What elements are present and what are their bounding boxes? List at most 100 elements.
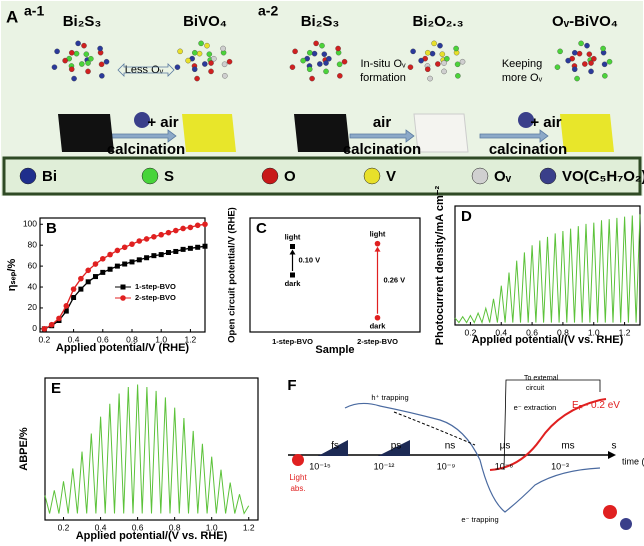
legend-label: VO(C₅H₇O₂)₂ [562,168,644,185]
fermi-main: E [572,400,579,411]
annotation: 0.26 V [384,276,406,285]
legend-label: Oᵥ [494,168,512,185]
data-point [144,255,150,261]
atom [85,68,91,75]
data-point [129,259,135,265]
x-tick-label: 1.2 [619,327,631,337]
y-tick-label: 60 [28,260,38,270]
y-tick-label: 80 [28,239,38,249]
atom [79,61,85,67]
legend-marker [120,295,126,301]
data-point [92,261,99,267]
atom [582,61,588,67]
atom [588,68,594,75]
data-point [78,275,84,282]
data-point [143,236,150,242]
data-point [78,286,84,292]
atom [588,60,594,66]
legend-label: 1-step-BVO [135,282,176,291]
atom [306,66,313,72]
diagram-label: To external [524,375,559,382]
atom [454,61,461,68]
note: In-situ Oᵥ [360,58,406,70]
process: calcination [343,141,421,158]
plot-frame [249,217,421,333]
data-point [99,255,106,262]
atom [226,58,233,65]
atom [220,45,226,52]
x-tick-label: 1.0 [588,327,600,337]
atom [81,42,87,49]
x-axis-label: Applied potential/V (RHE) [56,342,190,354]
atom [437,42,443,49]
process: calcination [489,141,567,158]
crystals [51,40,613,82]
legend-swatch [471,167,489,185]
atom [335,45,341,52]
atom [602,73,608,79]
x-tick-label: 0.8 [557,327,569,337]
diagram-label: abs. [290,484,305,493]
x-tick-label: 1.2 [243,522,255,532]
x-tick-label: 0.2 [38,334,50,344]
atom [88,55,94,62]
data-point [172,227,179,234]
x-tick-label: 0.6 [526,327,538,337]
panel-f-diagram [288,379,632,530]
data-point [165,250,171,256]
atom [300,57,306,64]
atom [578,40,584,47]
atom [323,68,329,75]
diagram-label: 10⁻¹⁵ [309,461,331,471]
plot-frame [39,217,206,333]
diagram-label: e⁻ extraction [514,403,557,412]
data-point [100,269,106,275]
atom [98,61,105,68]
data-point [48,321,55,328]
atom [85,60,91,66]
atom [584,42,590,49]
data-point [129,241,135,247]
atom [455,73,461,79]
legend: Bi S O V Oᵥ VO(C₅H₇O₂)₂ [19,167,644,185]
legend-label: S [164,168,174,185]
compound: Bi₂O₂.₃ [412,13,463,30]
note: formation [360,72,406,84]
data-point [63,303,70,309]
legend-swatch [141,167,159,185]
diagram-label: Light [289,473,307,482]
data-point [107,251,113,258]
y-axis-label: Photocurrent density/mA cm⁻² [434,185,446,345]
atom [439,51,446,57]
legend-swatch [539,167,557,185]
atom [601,61,608,68]
atom [600,45,606,52]
x-axis-label: Sample [315,344,354,356]
atom [69,49,75,56]
data-point [121,244,128,251]
diagram-label: 10⁻³ [551,461,569,471]
gas: + air [147,114,178,131]
diagram-label: h⁺ trapping [371,393,408,402]
data-point [374,240,381,247]
x-tick-label: 0.2 [465,327,477,337]
atom [410,48,416,55]
compound: Bi₂S₃ [63,13,102,30]
data-point [194,222,201,229]
compound: Bi₂S₃ [301,13,340,30]
atom [97,45,103,52]
atom [459,58,466,65]
x-tick-label: 0.4 [95,522,107,532]
data-point [374,314,381,321]
atom [606,58,613,65]
atom [441,68,447,75]
legend-label: V [386,168,396,185]
atom [289,64,296,70]
process: calcination [107,141,185,158]
atom [208,68,214,75]
y-tick-label: 0 [32,323,37,333]
atom [427,75,433,82]
y-axis-label: ηₛₑₚ/% [6,259,18,292]
x-tick-label: 0.6 [97,334,109,344]
x-tick-label: 2-step-BVO [357,337,398,346]
